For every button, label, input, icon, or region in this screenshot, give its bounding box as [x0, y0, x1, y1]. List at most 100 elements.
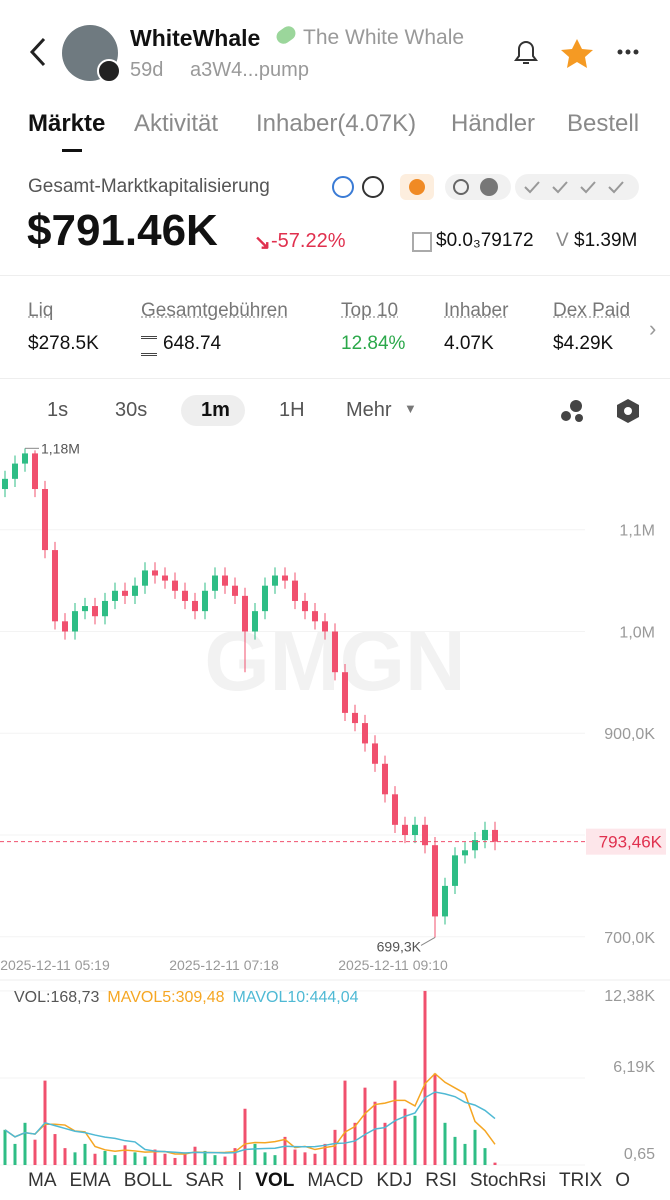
volume-bar: [463, 1143, 467, 1165]
candle-body: [272, 575, 278, 586]
arrow-down: ↘: [254, 232, 271, 254]
candle-body: [62, 621, 68, 632]
tab[interactable]: Aktivität: [134, 110, 219, 137]
candle-body: [482, 829, 488, 841]
candle-body: [422, 824, 428, 846]
volume-bar: [203, 1150, 207, 1165]
y-tick-label: 1,1M: [619, 523, 655, 540]
tab[interactable]: Märkte: [28, 110, 106, 137]
candle-body: [282, 575, 288, 581]
candle-body: [242, 595, 248, 632]
tab[interactable]: Bestell: [567, 110, 640, 137]
volume-bar: [143, 1156, 147, 1165]
candle-body: [132, 585, 138, 596]
volume-bar: [93, 1153, 97, 1165]
volume-bar: [123, 1145, 127, 1165]
chart-tools: [561, 399, 639, 423]
candle-body: [342, 672, 348, 713]
stat-label: Top 10: [341, 300, 399, 321]
indicator-tab[interactable]: VOL: [255, 1170, 295, 1191]
candle-body: [312, 611, 318, 622]
candle-body: [152, 570, 158, 576]
volume-bar: [313, 1153, 317, 1165]
candle-body: [52, 550, 58, 622]
candle-body: [92, 606, 98, 617]
volume-bar: [353, 1122, 357, 1165]
volume-bar: [163, 1153, 167, 1165]
token-subtitle: The White Whale: [303, 26, 465, 49]
interval[interactable]: 1H: [279, 399, 305, 421]
sol-icon: [141, 336, 157, 356]
candle-body: [472, 840, 478, 851]
tab[interactable]: Inhaber(4.07K): [256, 110, 417, 137]
candle-body: [362, 723, 368, 744]
interval[interactable]: 1m: [201, 399, 230, 421]
stat-label: Liq: [28, 300, 54, 321]
y-tick-label: 0,65: [624, 1146, 655, 1163]
market-cap-value: $791.46K: [27, 206, 218, 255]
x-tick-label: 2025-12-11 09:10: [338, 957, 448, 973]
market-cap-label: Gesamt-Marktkapitalisierung: [28, 176, 270, 197]
indicator-tab[interactable]: BOLL: [123, 1170, 173, 1191]
candle-body: [412, 824, 418, 836]
volume-bar: [103, 1150, 107, 1165]
candle-body: [462, 850, 468, 856]
bell-icon[interactable]: [514, 41, 538, 64]
indicator-bar: MA EMA BOLL SAR | VOL MACD KDJ RSI StochRsi TRIX O: [28, 1170, 630, 1192]
candle-body: [72, 611, 78, 632]
volume-bar: [133, 1152, 137, 1165]
moving-average-line: [4, 1091, 496, 1154]
legend-entry: MAVOL10:444,04: [232, 989, 359, 1006]
scroll-arrow[interactable]: ›: [649, 316, 657, 341]
candle-icon: [412, 232, 432, 252]
candle-body: [332, 631, 338, 673]
candle-body: [172, 580, 178, 591]
volume-bar: [83, 1143, 87, 1165]
volume-bar: [53, 1134, 57, 1165]
indicator-tab[interactable]: MA: [28, 1170, 57, 1191]
volume-bar: [253, 1143, 257, 1165]
indicator-tab[interactable]: TRIX: [558, 1170, 603, 1191]
volume-bar: [233, 1148, 237, 1165]
interval[interactable]: 30s: [115, 399, 148, 421]
interval[interactable]: 1s: [47, 399, 69, 421]
token-address[interactable]: a3W4...pump: [190, 59, 309, 81]
candle-body: [352, 712, 358, 724]
candle-body: [302, 600, 308, 612]
volume-bar: [293, 1149, 297, 1165]
volume-bar: [473, 1129, 477, 1165]
indicator-tab[interactable]: RSI: [425, 1170, 457, 1191]
indicator-tab[interactable]: StochRsi: [469, 1170, 546, 1191]
volume-bar: [433, 1073, 437, 1165]
x-tick-label: 2025-12-11 07:18: [169, 957, 279, 973]
last-price-tag: [586, 828, 666, 855]
indicator-tab[interactable]: EMA: [69, 1170, 111, 1191]
candle-body: [112, 590, 118, 601]
candle-body: [492, 829, 498, 842]
star-icon[interactable]: [561, 39, 593, 68]
volume-bar: [23, 1122, 27, 1165]
back-button[interactable]: [26, 36, 50, 68]
indicator-tab[interactable]: SAR: [185, 1170, 225, 1191]
candle-body: [22, 453, 28, 464]
stat-label: Gesamtgebühren: [141, 300, 288, 321]
volume-bar: [383, 1122, 387, 1165]
indicator-tab[interactable]: KDJ: [376, 1170, 413, 1191]
indicator-tab[interactable]: O: [615, 1170, 630, 1191]
candle-body: [162, 575, 168, 581]
interval[interactable]: Mehr: [346, 399, 392, 421]
divider: [0, 378, 670, 379]
candle-body: [212, 575, 218, 591]
volume-bar: [413, 1115, 417, 1165]
tab-indicator: [62, 149, 82, 152]
tab[interactable]: Händler: [451, 110, 536, 137]
indicator-tab: |: [237, 1170, 243, 1191]
indicator-tab[interactable]: MACD: [307, 1170, 364, 1191]
y-tick-label: 6,19K: [613, 1059, 655, 1076]
legend-entry: VOL:168,73: [14, 989, 100, 1006]
volume-bar: [153, 1149, 157, 1165]
market-cap-icons: [332, 174, 639, 200]
interval-selected: [181, 395, 245, 426]
